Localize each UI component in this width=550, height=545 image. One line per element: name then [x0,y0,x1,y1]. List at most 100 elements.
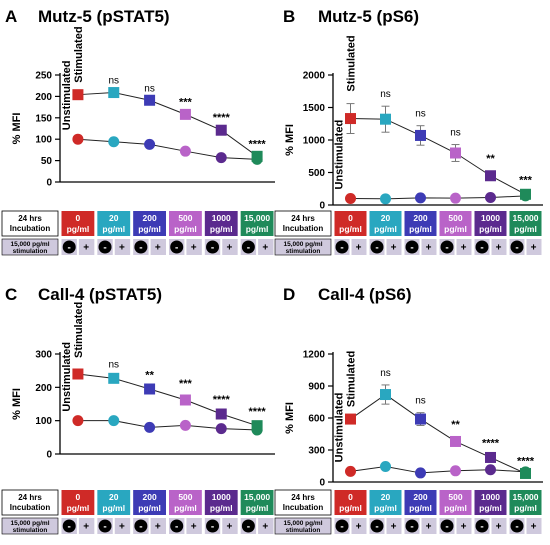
plus-cell [78,239,95,255]
panel-label: B [283,7,295,26]
stimulated-tag: Stimulated [346,351,358,407]
unstimulated-point [108,415,120,427]
y-tick-label: 600 [308,414,325,425]
significance-label: ** [145,369,154,381]
minus-glyph: - [175,522,178,533]
dose-unit: pg/ml [138,503,161,513]
significance-label: ns [450,128,461,139]
dose-cell [61,490,95,515]
dose-value: 20 [109,492,119,502]
significance-label: ** [451,419,460,431]
plus-glyph: + [496,522,502,533]
significance-label: ns [108,76,119,87]
stimulated-point [215,124,227,136]
stimulated-point [345,413,356,425]
incubation-header-cell [274,489,332,516]
unstimulated-tag: Unstimulated [61,342,73,412]
dose-value: 0 [348,213,353,223]
panel-label: D [283,285,295,304]
y-tick-label: 50 [41,156,53,167]
minus-icon [405,519,419,533]
dose-unit: pg/ml [174,503,197,513]
dose-cell [439,211,472,236]
minus-glyph: - [247,243,250,254]
dose-value: 1000 [481,492,500,502]
plus-cell [456,239,472,255]
dose-value: 200 [142,213,156,223]
incubation-header-label: Incubation [10,503,51,512]
dose-value: 500 [448,213,462,223]
plus-glyph: + [461,522,467,533]
unstimulated-point [380,193,391,205]
dose-cell [169,211,202,236]
dose-cell [369,211,402,236]
dose-value: 0 [76,492,81,502]
minus-glyph: - [139,243,142,254]
minus-icon [510,240,524,254]
dose-cell [334,490,367,515]
unstimulated-point [485,192,496,204]
minus-glyph: - [68,522,71,533]
significance-label: ns [380,368,391,379]
stimulated-point [215,408,227,420]
dose-value: 200 [413,492,427,502]
stimulated-point [415,129,426,141]
unstimulated-series-line [77,420,258,431]
minus-glyph: - [445,243,448,254]
stimulated-point [450,147,461,159]
dose-unit: pg/ml [210,224,233,234]
unstimulated-series-line [350,195,526,200]
stimulated-point [450,435,461,447]
plus-cell [150,239,166,255]
plus-glyph: + [119,522,125,533]
dose-unit: pg/ml [444,503,467,513]
incubation-header-cell [274,210,332,237]
stimulation-header-cell [1,517,59,535]
stimulation-header-label: stimulation [13,527,48,534]
stimulation-header-label: stimulation [13,248,48,255]
minus-icon [475,240,489,254]
y-tick-label: 100 [35,416,52,427]
dose-cell [509,211,542,236]
dose-unit: pg/ml [210,503,233,513]
significance-label: *** [519,174,533,186]
incubation-header-label: 24 hrs [291,214,315,223]
incubation-header-label: Incubation [283,503,324,512]
y-tick-label: 200 [35,383,52,394]
plus-glyph: + [227,522,233,533]
unstimulated-tag: Unstimulated [334,120,346,190]
dose-value: 0 [348,492,353,502]
dose-cell [240,211,274,236]
chart-title: Call-4 (pSTAT5) [38,285,162,304]
plus-cell [526,518,542,534]
unstimulated-point [72,133,84,145]
plus-cell [258,239,274,255]
dose-value: 20 [381,492,391,502]
stimulated-point [251,150,263,162]
stimulated-point [251,420,263,432]
plus-cell [491,239,507,255]
minus-icon [170,519,184,533]
minus-glyph: - [410,243,413,254]
minus-icon [475,519,489,533]
plus-cell [150,518,166,534]
plus-glyph: + [155,522,161,533]
stimulation-header-cell [274,517,332,535]
chart-title: Mutz-5 (pS6) [318,7,419,26]
dose-value: 15,000 [513,492,539,502]
y-tick-label: 1500 [303,103,326,114]
dose-value: 15,000 [513,213,539,223]
minus-icon [510,519,524,533]
plus-glyph: + [262,243,268,254]
significance-label: *** [179,378,193,390]
unstimulated-tag: Unstimulated [334,393,346,463]
plus-cell [258,518,274,534]
dose-cell [133,211,166,236]
dose-cell [474,211,507,236]
dose-unit: pg/ml [102,224,125,234]
plus-glyph: + [531,522,537,533]
minus-icon [241,519,255,533]
significance-label: **** [249,406,267,418]
